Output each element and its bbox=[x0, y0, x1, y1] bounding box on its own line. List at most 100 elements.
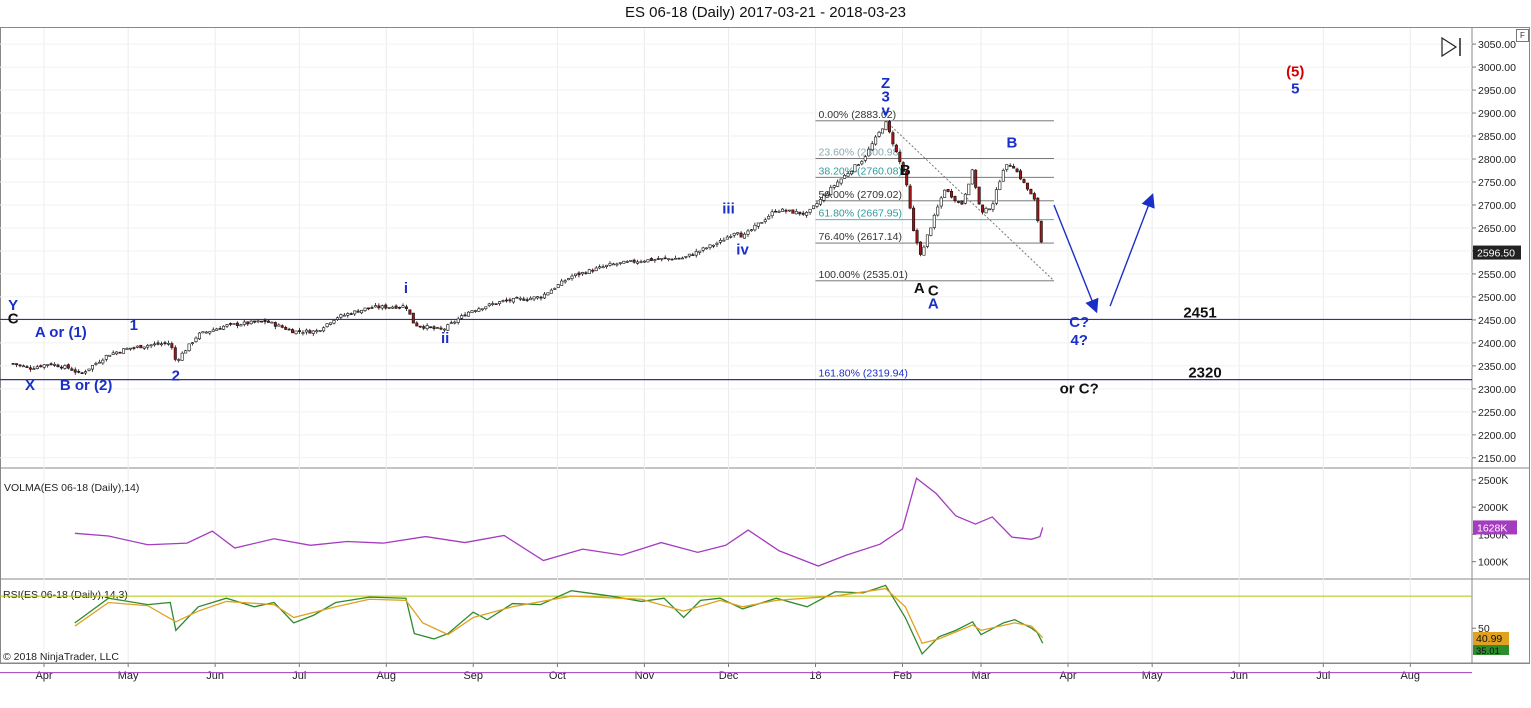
candle-body bbox=[825, 193, 829, 197]
candle-body bbox=[1019, 170, 1023, 180]
chart-options-button[interactable]: F bbox=[1516, 29, 1529, 42]
candle-body bbox=[487, 303, 491, 307]
candle-body bbox=[960, 200, 964, 205]
candle-body bbox=[932, 214, 936, 228]
candle-body bbox=[460, 315, 464, 319]
candle-body bbox=[701, 247, 705, 251]
candle-body bbox=[218, 328, 222, 330]
candle-body bbox=[294, 330, 298, 335]
candle-body bbox=[90, 365, 94, 370]
candle-body bbox=[598, 266, 602, 269]
candle-body bbox=[139, 344, 143, 349]
candle-body bbox=[366, 307, 370, 310]
candle-body bbox=[922, 246, 926, 256]
candle-body bbox=[370, 307, 374, 309]
wave-label: i bbox=[404, 280, 408, 297]
candle-body bbox=[787, 209, 791, 212]
candle-body bbox=[15, 363, 19, 366]
candle-body bbox=[498, 301, 502, 304]
candle-body bbox=[653, 259, 657, 261]
candle-body bbox=[670, 258, 674, 261]
candle-body bbox=[311, 330, 315, 334]
y-tick-label: 2550.00 bbox=[1478, 269, 1516, 281]
wave-label: 2 bbox=[172, 368, 180, 385]
candle-body bbox=[339, 314, 343, 318]
candle-body bbox=[801, 212, 805, 215]
candle-body bbox=[1032, 193, 1036, 200]
fib-level-label: 161.80% (2319.94) bbox=[819, 368, 908, 380]
candle-body bbox=[853, 164, 857, 173]
candle-body bbox=[266, 320, 270, 323]
candle-body bbox=[705, 247, 709, 250]
wave-label: iv bbox=[736, 242, 749, 259]
rsi-signal-line bbox=[74, 587, 1044, 644]
candle-body bbox=[684, 256, 688, 258]
candle-body bbox=[694, 251, 698, 256]
candle-body bbox=[974, 169, 978, 188]
candle-body bbox=[649, 258, 653, 261]
candle-body bbox=[297, 330, 301, 332]
candle-body bbox=[508, 299, 512, 302]
candle-body bbox=[677, 257, 681, 260]
candle-body bbox=[887, 121, 891, 133]
x-tick-label: Mar bbox=[972, 670, 991, 682]
fib-level-label: 0.00% (2883.02) bbox=[819, 109, 897, 121]
candle-body bbox=[346, 313, 350, 316]
candle-body bbox=[1015, 168, 1019, 173]
candle-body bbox=[573, 273, 577, 276]
wave-label: 5 bbox=[1291, 81, 1299, 98]
candle-body bbox=[525, 299, 529, 301]
y-tick-label: 2500.00 bbox=[1478, 292, 1516, 304]
y-tick-label: 3000.00 bbox=[1478, 62, 1516, 74]
fib-level-label: 50.00% (2709.02) bbox=[819, 189, 902, 201]
candle-body bbox=[729, 236, 733, 238]
y-tick-label: 2850.00 bbox=[1478, 131, 1516, 143]
candle-body bbox=[836, 181, 840, 187]
candle-body bbox=[746, 230, 750, 235]
volma-title: VOLMA(ES 06-18 (Daily),14) bbox=[4, 482, 139, 494]
candle-body bbox=[570, 275, 574, 279]
candle-body bbox=[422, 326, 426, 329]
candle-body bbox=[943, 189, 947, 198]
candle-body bbox=[556, 284, 560, 288]
candle-body bbox=[104, 355, 108, 360]
candle-body bbox=[418, 325, 422, 328]
candle-body bbox=[615, 263, 619, 266]
candle-body bbox=[536, 296, 540, 299]
volma-last-label: 1628K bbox=[1477, 522, 1507, 534]
candle-body bbox=[991, 203, 995, 210]
candle-body bbox=[49, 363, 53, 366]
y-tick-label: 2750.00 bbox=[1478, 177, 1516, 189]
x-tick-label: Jun bbox=[206, 670, 224, 682]
wave-label: C bbox=[928, 283, 939, 300]
candle-body bbox=[743, 233, 747, 239]
y-tick-label: 3050.00 bbox=[1478, 39, 1516, 51]
candle-body bbox=[753, 224, 757, 231]
candle-body bbox=[663, 257, 667, 260]
candle-body bbox=[901, 162, 905, 173]
candle-body bbox=[59, 366, 63, 369]
candle-body bbox=[408, 309, 412, 315]
wave-label: iii bbox=[722, 200, 735, 217]
candle-body bbox=[501, 300, 505, 302]
x-tick-label: May bbox=[1142, 670, 1163, 682]
candle-body bbox=[453, 321, 457, 324]
candle-body bbox=[122, 348, 126, 354]
candle-body bbox=[342, 314, 346, 317]
fib-level-label: 23.60% (2800.98) bbox=[819, 147, 902, 159]
candle-body bbox=[142, 346, 146, 349]
candle-body bbox=[894, 144, 898, 152]
candle-body bbox=[829, 187, 833, 195]
x-tick-label: Oct bbox=[549, 670, 566, 682]
y-tick-label: 2350.00 bbox=[1478, 361, 1516, 373]
candle-body bbox=[632, 259, 636, 263]
x-tick-label: Jul bbox=[292, 670, 306, 682]
candle-body bbox=[953, 196, 957, 201]
candle-body bbox=[360, 309, 364, 314]
candle-body bbox=[798, 211, 802, 215]
wave-label: X bbox=[25, 377, 35, 394]
candle-body bbox=[611, 263, 615, 266]
y-tick-label: 2300.00 bbox=[1478, 384, 1516, 396]
candle-body bbox=[784, 209, 788, 212]
